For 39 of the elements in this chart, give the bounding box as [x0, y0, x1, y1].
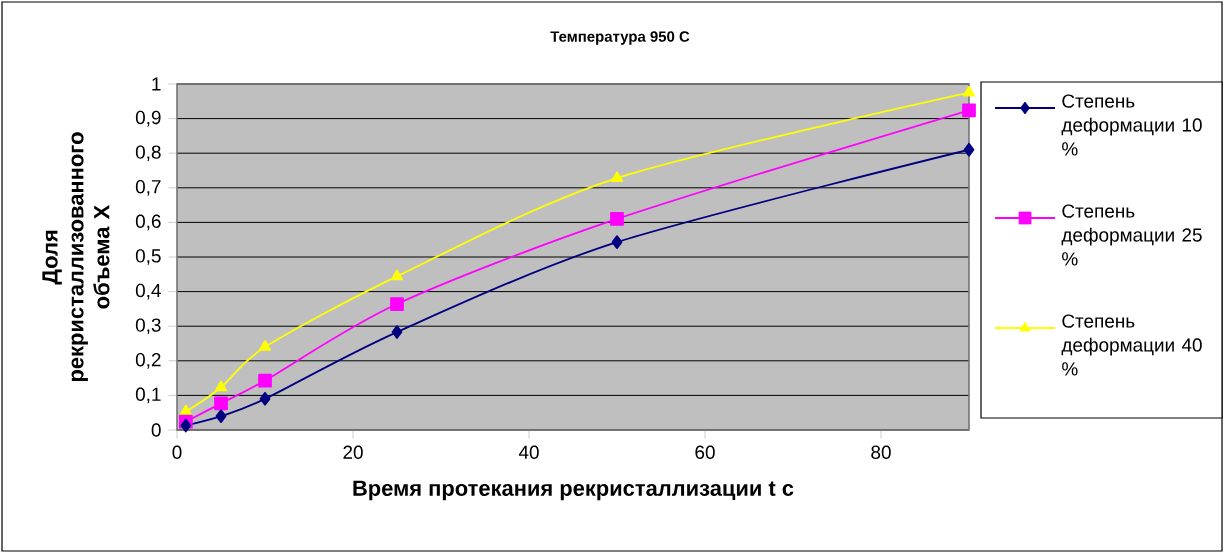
point: [180, 418, 192, 433]
y-axis-title: Доля рекристаллизованного объема X: [42, 132, 110, 382]
point: [390, 297, 404, 311]
y-tick-label: 0,2: [135, 352, 161, 369]
legend-label: Степень деформации 25 %: [1061, 204, 1202, 266]
x-tick-label: 60: [695, 445, 715, 459]
y-tick-label: 0,8: [135, 145, 161, 162]
x-axis-title: Время протекания рекристаллизации t c: [353, 480, 794, 501]
y-tick-label: 1: [152, 77, 161, 91]
legend-label: Степень деформации 40 %: [1061, 314, 1202, 376]
point: [391, 325, 403, 339]
point: [390, 269, 404, 281]
y-tick-label: 0,3: [135, 318, 161, 335]
y-tick-label: 0,5: [135, 249, 161, 265]
point: [610, 171, 624, 182]
point: [610, 212, 624, 226]
point: [962, 85, 976, 97]
point: [179, 404, 192, 416]
point: [611, 235, 623, 249]
chart-title: Температура 950 С: [550, 31, 690, 45]
y-tick-label: 0,9: [135, 110, 161, 127]
y-tick-label: 0,1: [135, 387, 161, 404]
y-tick-label: 0,7: [135, 179, 161, 196]
y-tick-label: 0,4: [135, 283, 161, 300]
x-tick-label: 40: [518, 445, 539, 459]
point: [214, 380, 228, 392]
point: [214, 396, 228, 411]
point: [258, 373, 272, 388]
point: [963, 142, 975, 157]
point: [215, 409, 227, 424]
legend-label: Степень деформации 10 %: [1061, 94, 1202, 156]
x-tick-label: 80: [871, 445, 891, 459]
point: [258, 340, 272, 351]
point: [962, 103, 976, 118]
x-tick-label: 0: [172, 445, 182, 459]
x-tick-label: 20: [343, 445, 363, 459]
y-tick-label: 0: [151, 423, 161, 437]
y-tick-label: 0,6: [135, 214, 161, 231]
point: [259, 391, 271, 406]
